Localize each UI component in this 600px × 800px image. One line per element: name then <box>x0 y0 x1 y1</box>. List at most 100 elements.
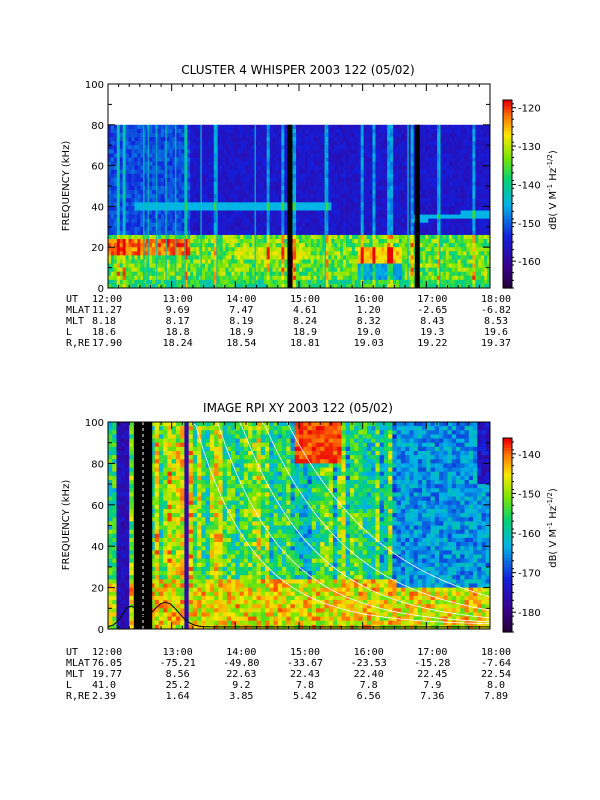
spectrogram-cell <box>384 243 388 248</box>
spectrogram-cell <box>454 177 459 183</box>
spectrogram-cell <box>393 157 397 163</box>
spectrogram-cell <box>222 206 227 211</box>
spectrogram-cell <box>284 128 288 134</box>
spectrogram-cell <box>316 271 321 277</box>
spectrogram-cell <box>175 137 180 142</box>
spectrogram-cell <box>172 218 177 224</box>
spectrogram-cell <box>278 259 282 265</box>
spectrogram-cell <box>457 128 462 134</box>
spectrogram-cell <box>193 153 197 158</box>
spectrogram-cell <box>440 206 444 211</box>
spectrogram-cell <box>331 161 335 167</box>
spectrogram-cell <box>313 157 318 163</box>
spectrogram-cell <box>425 186 429 191</box>
spectrogram-cell <box>231 279 235 285</box>
spectrogram-cell <box>328 279 332 285</box>
spectrogram-cell <box>275 275 279 281</box>
spectrogram-cell <box>442 234 447 240</box>
spectrogram-cell <box>437 173 441 179</box>
spectrogram-cell <box>275 124 279 130</box>
spectrogram-cell <box>445 210 450 216</box>
spectrogram-cell <box>160 283 165 289</box>
spectrogram-cell <box>246 177 250 183</box>
spectrogram-cell <box>128 275 133 281</box>
spectrogram-cell <box>337 218 341 224</box>
spectrogram-cell <box>219 124 224 130</box>
spectrogram-cell <box>366 271 371 277</box>
spectrogram-cell <box>351 222 356 228</box>
spectrogram-cell <box>431 149 435 154</box>
spectrogram-cell <box>260 132 265 138</box>
spectrogram-cell <box>457 259 462 265</box>
spectrogram-cell <box>445 279 450 285</box>
spectrogram-cell <box>204 230 209 236</box>
spectrogram-cell <box>393 214 397 220</box>
spectrogram-cell <box>207 145 212 150</box>
spectrogram-cell <box>113 218 118 224</box>
spectrogram-cell <box>184 161 188 167</box>
spectrogram-cell <box>202 210 206 216</box>
spectrogram-cell <box>134 267 138 273</box>
spectrogram-cell <box>263 186 268 191</box>
spectrogram-cell <box>166 267 171 273</box>
spectrogram-cell <box>393 194 397 199</box>
spectrogram-cell <box>422 161 426 167</box>
spectrogram-cell <box>249 271 253 277</box>
spectrogram-cell <box>325 169 329 175</box>
spectrogram-cell <box>134 239 138 244</box>
spectrogram-cell <box>348 161 353 167</box>
spectrogram-cell <box>254 141 259 146</box>
spectrogram-cell <box>260 251 265 256</box>
spectrogram-cell <box>210 149 215 154</box>
spectrogram-cell <box>372 124 376 130</box>
spectrogram-cell <box>346 177 350 183</box>
spectrogram-cell <box>346 157 350 163</box>
spectrogram-cell <box>119 145 124 150</box>
spectrogram-cell <box>184 210 188 216</box>
spectrogram-cell <box>390 186 394 191</box>
spectrogram-cell <box>304 141 309 146</box>
spectrogram-cell <box>410 202 415 207</box>
spectrogram-cell <box>301 214 306 220</box>
spectrogram-cell <box>269 239 274 244</box>
spectrogram-cell <box>254 173 259 179</box>
spectrogram-cell <box>187 202 191 207</box>
spectrogram-cell <box>110 267 115 273</box>
spectrogram-cell <box>354 222 359 228</box>
spectrogram-cell <box>369 226 373 232</box>
spectrogram-cell <box>166 190 171 195</box>
spectrogram-cell <box>299 218 303 224</box>
spectrogram-cell <box>110 226 115 232</box>
spectrogram-cell <box>434 202 438 207</box>
spectrogram-cell <box>304 267 309 273</box>
spectrogram-cell <box>260 206 265 211</box>
spectrogram-cell <box>181 230 185 236</box>
spectrogram-cell <box>219 210 224 216</box>
spectrogram-cell <box>428 132 432 138</box>
spectrogram-cell <box>440 145 444 150</box>
spectrogram-cell <box>457 173 462 179</box>
spectrogram-cell <box>204 243 209 248</box>
spectrogram-cell <box>152 137 156 142</box>
spectrogram-cell <box>445 194 450 199</box>
spectrogram-cell <box>387 145 391 150</box>
spectrogram-cell <box>340 173 344 179</box>
spectrogram-cell <box>407 145 412 150</box>
spectrogram-cell <box>325 165 329 171</box>
spectrogram-cell <box>437 243 441 248</box>
spectrogram-cell <box>166 181 171 187</box>
spectrogram-cell <box>137 275 141 281</box>
spectrogram-cell <box>434 239 438 244</box>
spectrogram-cell <box>272 263 276 269</box>
spectrogram-cell <box>228 222 232 228</box>
spectrogram-cell <box>410 198 415 203</box>
spectrogram-cell <box>472 255 476 260</box>
spectrogram-cell <box>404 157 409 163</box>
spectrogram-cell <box>216 271 221 277</box>
spectrogram-cell <box>366 206 371 211</box>
spectrogram-cell <box>343 234 347 240</box>
spectrogram-cell <box>437 267 441 273</box>
spectrogram-cell <box>454 218 459 224</box>
spectrogram-cell <box>110 161 115 167</box>
spectrogram-cell <box>251 255 256 260</box>
